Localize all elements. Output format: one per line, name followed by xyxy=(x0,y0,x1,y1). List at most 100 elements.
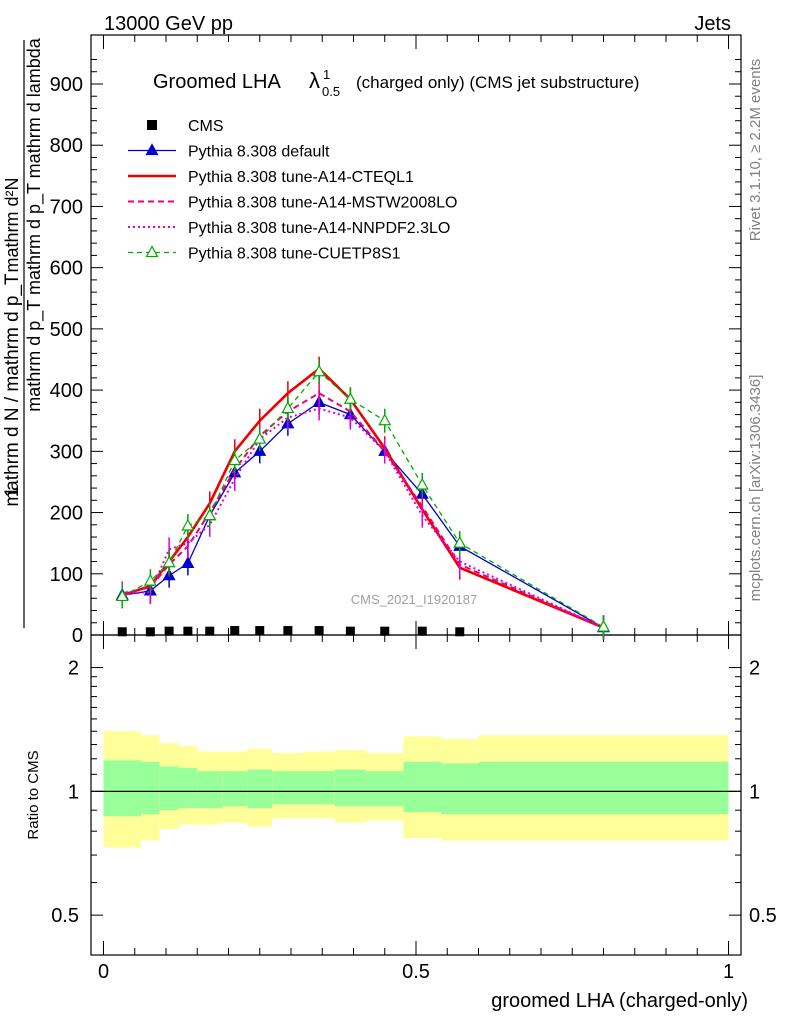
cms-point xyxy=(230,626,240,636)
cms-point xyxy=(417,626,427,636)
legend-marker xyxy=(145,143,159,156)
ratio-band-inner xyxy=(197,771,223,809)
title-sup: 1 xyxy=(323,67,330,82)
y-tick-label: 300 xyxy=(50,441,83,463)
rivet-label: Rivet 3.1.10, ≥ 2.2M events xyxy=(747,59,764,242)
ratio-tick-label-right: 1 xyxy=(749,781,760,803)
main-y-axis: 0 100 200 300 400 500 600 700 800 900 xyxy=(50,58,741,647)
ratio-tick-label-left: 2 xyxy=(68,658,79,680)
series-point xyxy=(281,401,295,414)
legend-label: Pythia 8.308 tune-A14-MSTW2008LO xyxy=(188,195,457,212)
cms-point xyxy=(455,627,465,637)
analysis-watermark: CMS_2021_I1920187 xyxy=(351,592,478,607)
cms-point xyxy=(117,627,127,637)
ratio-tick-label-left: 1 xyxy=(68,781,79,803)
series-point xyxy=(343,392,357,404)
x-tick-label: 0 xyxy=(98,961,109,983)
series-point xyxy=(181,556,195,568)
ratio-y-axis: 0.5 0.5 1 1 2 2 xyxy=(51,658,777,928)
cms-point xyxy=(255,626,265,636)
y-tick-label: 900 xyxy=(50,74,83,96)
series-point xyxy=(143,573,157,586)
series-point xyxy=(115,589,129,602)
series-line-1 xyxy=(122,401,604,629)
legend-item: Pythia 8.308 tune-A14-MSTW2008LO xyxy=(128,195,457,212)
cms-point xyxy=(183,626,193,636)
y-tick-label: 0 xyxy=(72,625,83,647)
legend-label: Pythia 8.308 tune-CUETP8S1 xyxy=(188,246,401,263)
y-tick-label: 100 xyxy=(50,564,83,586)
legend-item: Pythia 8.308 tune-A14-NNPDF2.3LO xyxy=(128,220,450,237)
legend-label: CMS xyxy=(188,118,224,135)
process-label: Jets xyxy=(694,13,731,35)
x-axis-label: groomed LHA (charged-only) xyxy=(491,990,748,1012)
ratio-bands xyxy=(91,731,741,848)
title-main: Groomed LHA xyxy=(153,71,281,93)
cms-point xyxy=(380,626,390,636)
cms-point xyxy=(345,626,355,636)
title-lambda: λ xyxy=(309,68,320,93)
series-line-5 xyxy=(121,370,604,628)
ylabel-denom: mathrm d N / mathrm d p_T xyxy=(2,273,23,507)
series-point xyxy=(162,555,176,568)
legend-item: Pythia 8.308 tune-A14-CTEQL1 xyxy=(128,169,414,186)
main-ylabel: mathrm d N / mathrm d p_T 1 mathrm d p_T… xyxy=(2,37,45,628)
cms-point xyxy=(164,626,174,636)
ratio-band-inner xyxy=(141,761,160,815)
ratio-band-inner xyxy=(366,771,404,807)
legend-marker xyxy=(145,245,159,258)
ratio-band-inner xyxy=(222,771,248,807)
legend-label: Pythia 8.308 tune-A14-CTEQL1 xyxy=(188,169,414,186)
series-point xyxy=(253,431,267,444)
legend-label: Pythia 8.308 default xyxy=(188,144,330,161)
ratio-band-inner xyxy=(247,769,273,809)
series-point xyxy=(378,413,392,426)
series-point xyxy=(228,453,242,466)
ratio-tick-label-right: 2 xyxy=(749,658,760,680)
y-tick-label: 700 xyxy=(50,196,83,218)
ratio-band-inner xyxy=(159,766,179,811)
ratio-band-inner xyxy=(334,769,366,807)
ylabel-numer-denominator: mathrm d p_T mathrm d p_T mathrm d lambd… xyxy=(24,37,45,411)
legend-item: Pythia 8.308 default xyxy=(128,143,330,161)
energy-label: 13000 GeV pp xyxy=(104,13,233,35)
ratio-band-inner xyxy=(478,761,729,815)
cms-points xyxy=(117,626,465,637)
cms-point xyxy=(314,626,324,636)
ratio-band-inner xyxy=(178,767,198,809)
legend-marker xyxy=(147,120,157,130)
ratio-tick-label-right: 0.5 xyxy=(749,905,777,927)
y-tick-label: 600 xyxy=(50,258,83,280)
cms-point xyxy=(283,626,293,636)
ylabel-numer: mathrm d²N xyxy=(2,177,22,272)
ratio-band-inner xyxy=(103,760,141,817)
title-sub: 0.5 xyxy=(322,84,340,99)
series-point xyxy=(312,364,326,377)
cms-point xyxy=(145,627,155,637)
plot-title: Groomed LHA λ 1 0.5 (charged only) (CMS … xyxy=(153,67,639,99)
series-point xyxy=(596,619,611,632)
ratio-band-inner xyxy=(272,771,304,805)
mcplots-label: mcplots.cern.ch [arXiv:1306.3436] xyxy=(747,375,764,602)
cms-point xyxy=(205,626,215,636)
y-tick-label: 400 xyxy=(50,380,83,402)
ratio-band-inner xyxy=(441,763,479,815)
ratio-band-inner xyxy=(403,761,441,813)
series-point xyxy=(203,508,217,521)
y-tick-label: 500 xyxy=(50,319,83,341)
legend-label: Pythia 8.308 tune-A14-NNPDF2.3LO xyxy=(188,220,450,237)
x-tick-label: 0.5 xyxy=(402,961,430,983)
x-tick-label: 1 xyxy=(723,961,734,983)
ylabel-one: 1 xyxy=(2,487,23,498)
series-point xyxy=(453,535,467,548)
series-line-4 xyxy=(122,407,604,629)
legend-item: CMS xyxy=(147,118,224,135)
ratio-ylabel: Ratio to CMS xyxy=(25,750,42,839)
ratio-tick-label-left: 0.5 xyxy=(51,905,79,927)
legend-item: Pythia 8.308 tune-CUETP8S1 xyxy=(128,245,401,263)
series-layer xyxy=(115,356,611,640)
x-axis: 0 0.5 1 xyxy=(98,35,734,983)
y-tick-label: 200 xyxy=(50,503,83,525)
legend: CMS Pythia 8.308 default Pythia 8.308 tune… xyxy=(128,118,457,263)
